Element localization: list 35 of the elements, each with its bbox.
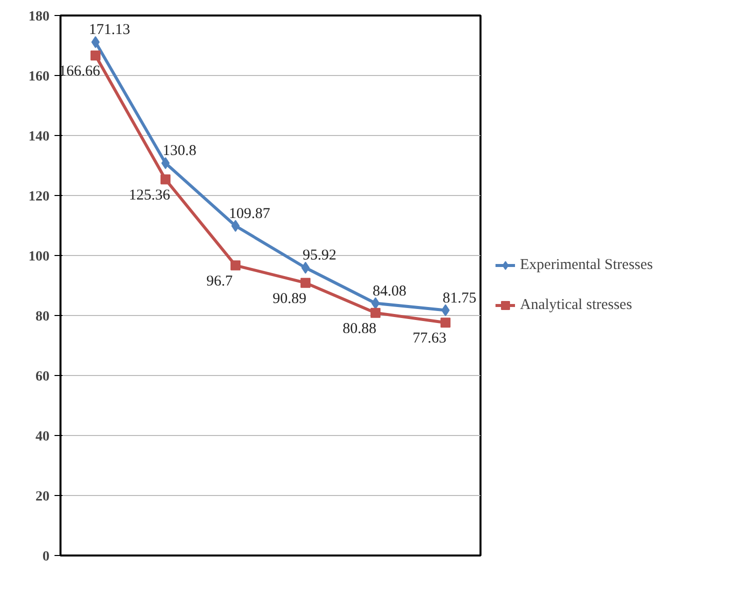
data-label: 81.75 [442,290,476,306]
y-tick-label: 140 [28,130,50,144]
point [91,36,100,48]
y-tick-label: 100 [28,250,50,264]
y-tick-label: 0 [42,550,50,564]
data-label: 80.88 [342,320,376,337]
point [441,304,450,316]
point [301,262,310,274]
y-tick-label: 80 [36,310,50,324]
data-label: 130.8 [162,143,196,160]
data-label: 77.63 [412,330,446,347]
data-label: 96.7 [206,273,234,290]
y-tick-label: 120 [28,190,50,204]
data-label: 90.89 [272,290,306,307]
data-label: 95.92 [302,248,336,264]
point [440,318,450,328]
point [300,278,310,288]
y-tick-label: 180 [28,10,50,24]
y-tick-label: 160 [28,70,50,84]
legend-label: Experimental Stresses [520,256,653,274]
data-label: 125.36 [128,187,171,204]
point [160,174,170,184]
point [370,308,380,318]
point [90,50,100,61]
y-tick-label: 40 [36,430,50,444]
y-tick-label: 60 [36,370,50,384]
data-label: 84.08 [372,283,406,300]
y-tick-label: 20 [36,490,50,504]
point [161,157,170,170]
legend-label: Analytical stresses [520,296,632,314]
data-label: 109.87 [228,206,271,222]
point [371,297,380,310]
point [230,260,240,270]
data-label: 171.13 [88,22,130,38]
point [231,220,240,232]
